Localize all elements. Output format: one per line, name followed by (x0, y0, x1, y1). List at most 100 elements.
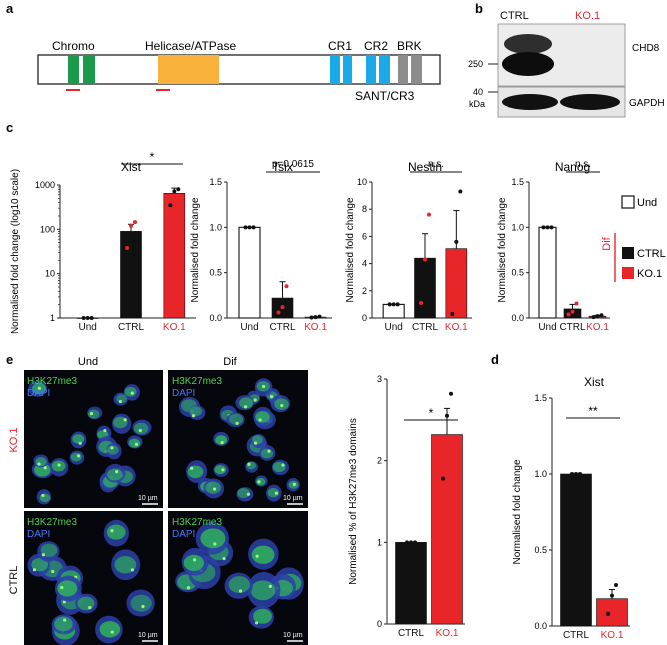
scale-label-1: 10 µm (138, 495, 158, 502)
dapi-label-1: DAPI (27, 388, 50, 399)
cell-focus (247, 462, 251, 466)
cr1-domain-1 (330, 55, 340, 84)
data-point (591, 315, 596, 320)
y-axis-label: Normalised fold change (512, 459, 523, 564)
y-tick-label: 1 (50, 313, 55, 323)
data-point (176, 187, 181, 192)
y-axis-label: Normalised % of H3K27me3 domains (348, 418, 359, 585)
y-tick-label: 4 (362, 259, 367, 269)
data-point (317, 314, 322, 319)
data-point (566, 312, 571, 317)
cell-focus (192, 558, 197, 562)
protein-label-chd8: CHD8 (632, 43, 660, 54)
data-point (614, 582, 618, 587)
y-axis-label: Normalised fold change (190, 197, 201, 302)
bar (596, 598, 628, 627)
cell-focus (253, 398, 257, 402)
panel-b: b CTRL KO.1 250 CHD8 40 kDa GAPDH (468, 1, 665, 118)
cell-signal (229, 413, 244, 425)
cell-signal (35, 457, 47, 467)
data-point (405, 540, 409, 545)
col-label-dif: Dif (223, 356, 237, 368)
data-point (133, 220, 137, 225)
micrograph-ctrl-und (24, 511, 163, 645)
cell-focus (32, 568, 37, 572)
data-point (541, 225, 546, 230)
cell-signal (99, 621, 121, 638)
cr1-domain-2 (343, 55, 352, 84)
y-tick-label: 10 (45, 269, 55, 279)
data-point (449, 391, 453, 396)
y-tick-label: 1.0 (209, 222, 222, 232)
y-tick-label: 100 (40, 224, 55, 234)
data-point (570, 309, 575, 314)
data-point (574, 301, 579, 306)
cell-focus (130, 391, 134, 395)
cell-focus (186, 586, 191, 590)
stain-label-4: H3K27me3 (172, 517, 222, 528)
row-label-ko1: KO.1 (8, 427, 20, 452)
y-tick-label: 3 (377, 374, 382, 384)
lane-label-ko1: KO.1 (575, 10, 600, 22)
brk-domain-2 (411, 55, 422, 84)
x-tick-label: Und (538, 322, 556, 333)
scale-label-2: 10 µm (283, 495, 303, 502)
x-tick-label: KO.1 (163, 322, 186, 333)
cell-focus (292, 482, 296, 486)
bar (120, 231, 142, 319)
cell-focus (78, 441, 82, 445)
legend-swatch-und (621, 195, 635, 209)
y-tick-label: 0.5 (534, 545, 547, 555)
panel-letter-a: a (6, 1, 14, 16)
significance-label: p=0.0615 (272, 159, 314, 170)
cell-signal (251, 545, 275, 564)
domain-label-brk: BRK (397, 39, 422, 53)
cell-focus (110, 529, 114, 533)
data-point (276, 310, 281, 315)
cell-focus (115, 470, 119, 474)
x-tick-label: KO.1 (601, 630, 624, 641)
data-point (168, 203, 173, 208)
data-point (606, 611, 610, 616)
significance-label: * (150, 150, 155, 164)
cell-signal (214, 465, 226, 475)
bar (431, 434, 463, 625)
x-tick-label: KO.1 (436, 628, 459, 639)
y-tick-label: 0.0 (209, 313, 222, 323)
data-point (172, 189, 177, 194)
cell-focus (253, 441, 258, 445)
cell-signal (88, 409, 100, 419)
data-point (545, 225, 550, 230)
x-tick-label: CTRL (559, 322, 586, 333)
cell-signal (237, 488, 250, 499)
cell-focus (235, 421, 239, 425)
cell-signal (272, 461, 286, 473)
chromo-domain-1 (68, 55, 79, 84)
micrograph-ko1-und (24, 370, 163, 508)
marker-unit: kDa (469, 99, 485, 109)
cell-focus (238, 589, 243, 593)
lane-label-ctrl: CTRL (500, 10, 529, 22)
cell-focus (220, 440, 224, 445)
chart-title: Nestin (408, 160, 442, 174)
legend-c: Und CTRL KO.1 Dif (601, 195, 666, 282)
y-tick-label: 0.5 (209, 268, 222, 278)
data-point (309, 315, 314, 320)
cell-focus (257, 480, 261, 484)
y-tick-label: 10 (357, 177, 367, 187)
cell-focus (254, 621, 259, 625)
cell-signal (40, 543, 58, 557)
cell-signal (253, 608, 272, 624)
chart-title: Xist (584, 375, 605, 389)
cell-signal (72, 434, 85, 444)
y-tick-label: 0.0 (534, 621, 547, 631)
data-point (454, 239, 459, 244)
cell-focus (190, 466, 194, 470)
cell-focus (246, 492, 251, 496)
micrograph-ctrl-dif (168, 511, 308, 645)
cell-focus (63, 618, 67, 622)
legend-group-label: Dif (601, 236, 613, 250)
cell-focus (138, 428, 142, 433)
